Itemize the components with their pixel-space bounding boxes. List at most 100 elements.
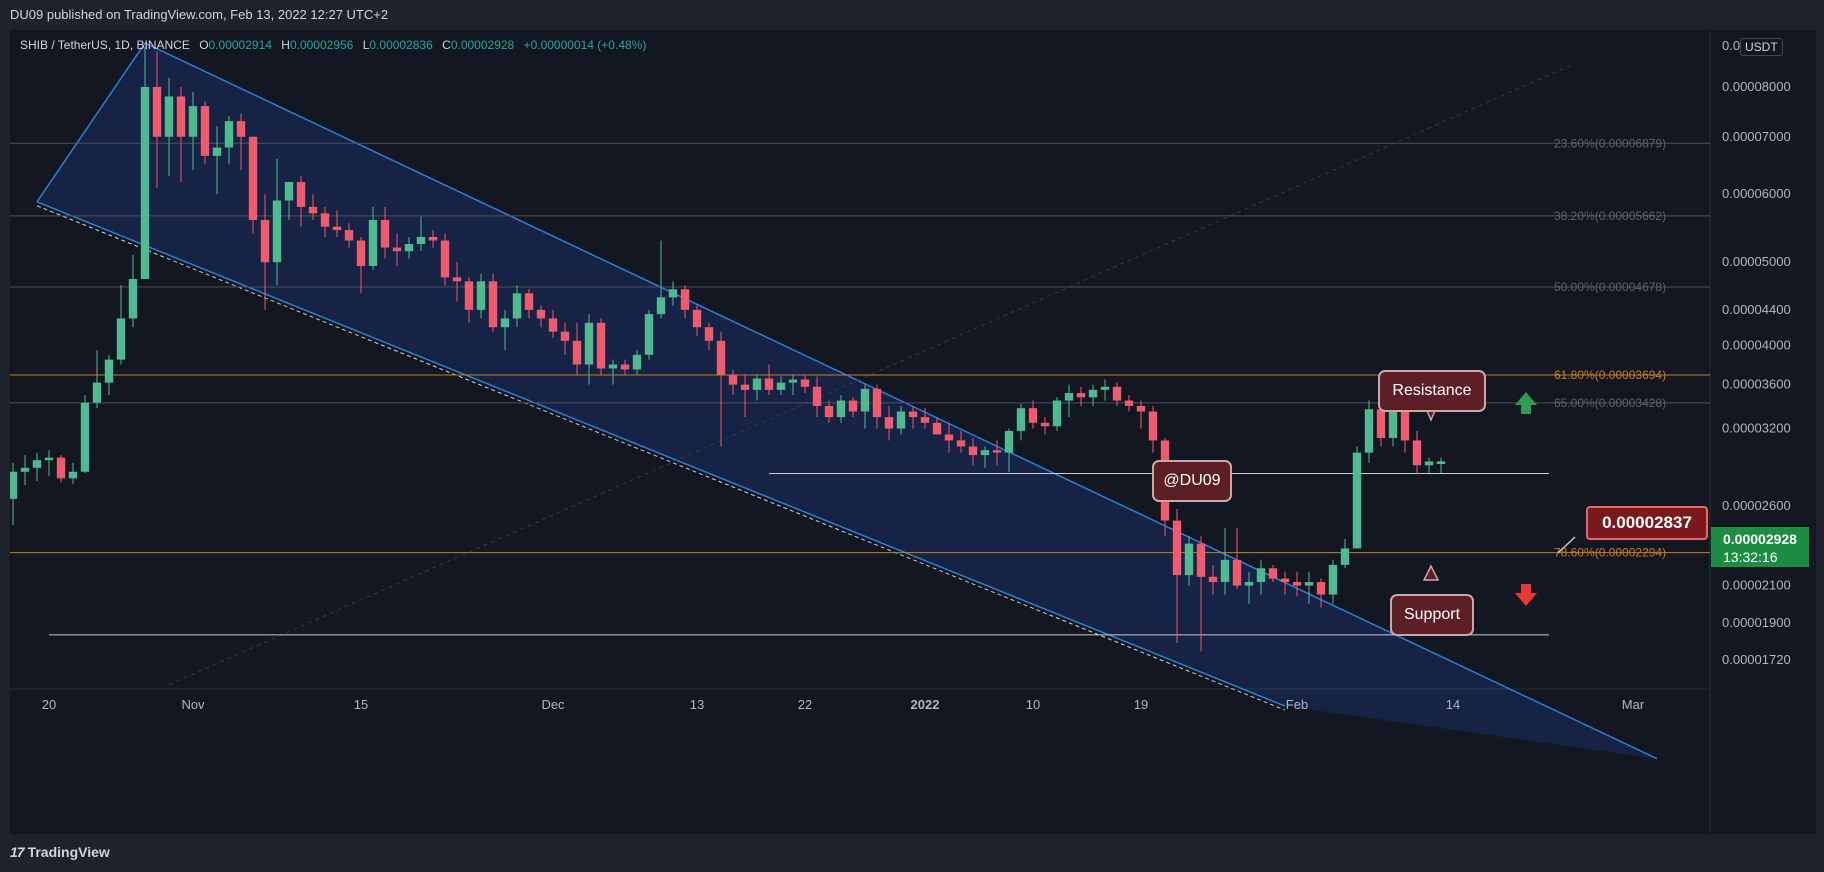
candle — [260, 194, 270, 310]
candle-body — [164, 96, 174, 137]
candle — [1304, 571, 1314, 604]
candle — [1280, 571, 1290, 595]
price-axis-label: 0.00004400 — [1722, 302, 1791, 317]
candle-body — [1136, 405, 1146, 412]
down-arrow-icon — [1515, 584, 1537, 606]
candle-body — [1064, 393, 1074, 401]
candle-body — [116, 318, 126, 360]
symbol-name[interactable]: SHIB / TetherUS, 1D, BINANCE — [20, 38, 190, 52]
candle — [788, 374, 798, 396]
candle-body — [1340, 548, 1350, 565]
candle — [668, 281, 678, 306]
price-axis-label: 0.00006000 — [1722, 186, 1791, 201]
candle-body — [1088, 389, 1098, 398]
candle — [776, 376, 786, 396]
time-axis-label: 14 — [1446, 697, 1460, 712]
candle-body — [128, 278, 138, 319]
candle — [596, 318, 606, 375]
candle-body — [980, 450, 990, 456]
candle-body — [1100, 386, 1110, 390]
candle — [1184, 535, 1194, 586]
high-value: 0.00002956 — [289, 38, 354, 52]
candle — [1244, 571, 1254, 604]
candle — [380, 206, 390, 259]
candle — [1220, 528, 1230, 595]
candle — [104, 354, 114, 396]
fib-level-label: 61.80%(0.00003694) — [1554, 368, 1666, 382]
candle-body — [1124, 400, 1134, 406]
channel-dashed-line — [36, 205, 1286, 711]
price-axis-label: 0.00001900 — [1722, 615, 1791, 630]
candle-body — [152, 87, 162, 137]
tradingview-logo-icon: 17 — [10, 844, 25, 860]
tradingview-logo[interactable]: 17 TradingView — [10, 844, 110, 860]
candle-body — [1436, 461, 1446, 464]
candle — [1232, 528, 1242, 590]
candle — [1256, 559, 1266, 595]
candle-body — [92, 382, 102, 403]
candle — [1316, 578, 1326, 608]
chart-frame[interactable]: 23.60%(0.00006879) 38.20%(0.00005662) 50.0… — [10, 30, 1816, 834]
candle — [44, 450, 54, 476]
price-chart[interactable]: 23.60%(0.00006879) 38.20%(0.00005662) 50.0… — [10, 30, 1816, 834]
candle-body — [584, 322, 594, 365]
candle — [752, 374, 762, 401]
price-axis-label: 0.00007000 — [1722, 129, 1791, 144]
candle-body — [644, 314, 654, 355]
candle-body — [1196, 543, 1206, 577]
candle-body — [56, 457, 66, 479]
candle-body — [608, 364, 618, 369]
candle — [1076, 386, 1086, 406]
fib-level-label: 78.60%(0.00002294) — [1554, 546, 1666, 560]
candle-body — [752, 378, 762, 390]
candle-body — [332, 226, 342, 231]
candle — [824, 400, 834, 423]
fib-level-label: 38.20%(0.00005662) — [1554, 209, 1666, 223]
candle-body — [692, 309, 702, 328]
candle-body — [320, 213, 330, 227]
time-axis-label: 2022 — [911, 697, 940, 712]
candle — [128, 254, 138, 328]
candle — [920, 408, 930, 429]
currency-badge[interactable]: USDT — [1740, 38, 1783, 56]
candle — [32, 452, 42, 482]
support-pointer — [1422, 564, 1440, 581]
price-axis-label: 0.00003600 — [1722, 377, 1791, 392]
candle — [1412, 430, 1422, 475]
candle — [620, 359, 630, 375]
candle-body — [248, 136, 258, 220]
candle-body — [476, 281, 486, 310]
candle — [1088, 384, 1098, 406]
candle — [896, 405, 906, 435]
channel-fill — [37, 43, 1657, 759]
candle-body — [728, 374, 738, 385]
candle-body — [212, 147, 222, 156]
candle-body — [404, 244, 414, 252]
candle-body — [1424, 461, 1434, 466]
fib-level-label: 23.60%(0.00006879) — [1554, 136, 1666, 150]
chart-background — [10, 30, 1816, 834]
candle-body — [932, 422, 942, 435]
candle — [800, 374, 810, 394]
candle-body — [944, 434, 954, 441]
candle-body — [1316, 582, 1326, 595]
candle-body — [1244, 582, 1254, 586]
candle-body — [1292, 582, 1302, 586]
candle-body — [788, 379, 798, 383]
candle — [188, 91, 198, 171]
candle — [1172, 508, 1182, 644]
candle — [464, 277, 474, 323]
candle-body — [908, 411, 918, 418]
candle — [416, 216, 426, 252]
candle-body — [356, 240, 366, 266]
time-axis-label: Feb — [1286, 697, 1308, 712]
candle-body — [392, 247, 402, 252]
candle-body — [632, 354, 642, 370]
close-value: 0.00002928 — [450, 38, 515, 52]
candle-body — [1232, 559, 1242, 586]
candle-body — [308, 206, 318, 214]
candle-body — [1208, 576, 1218, 583]
candle-body — [1352, 452, 1362, 549]
candle — [1340, 538, 1350, 569]
publish-info: DU09 published on TradingView.com, Feb 1… — [10, 7, 389, 22]
